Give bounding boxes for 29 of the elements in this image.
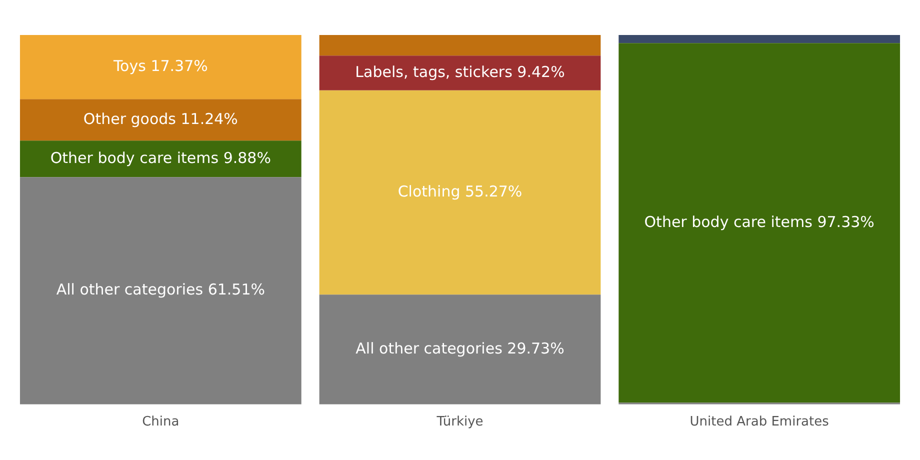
text: Other body care items xyxy=(644,212,812,231)
series-label: Clothing xyxy=(398,182,460,200)
series-label: All other categories xyxy=(56,280,204,299)
series-label: Toys xyxy=(112,56,146,75)
x-tick-label: United Arab Emirates xyxy=(690,414,830,430)
bar xyxy=(319,35,601,56)
data-label: 29.73% xyxy=(507,339,564,358)
bar xyxy=(20,177,302,404)
bar xyxy=(618,35,900,44)
x-tick-label: China xyxy=(142,414,180,430)
data-label: 97.33% xyxy=(817,212,874,231)
bar xyxy=(319,56,601,90)
data-label: 55.27% xyxy=(464,182,522,200)
x-tick-label: Türkiye xyxy=(436,414,484,430)
bar xyxy=(20,99,302,141)
bar xyxy=(20,35,302,100)
series-label: Other goods xyxy=(83,110,176,128)
series-label: Labels, tags, stickers xyxy=(355,62,513,81)
data-label: 61.51% xyxy=(208,280,266,299)
data-label: 17.37% xyxy=(150,56,208,75)
bar xyxy=(618,43,900,403)
bar xyxy=(20,140,302,178)
data-label: 11.24% xyxy=(180,110,238,128)
series-label: Other body care items xyxy=(50,148,219,167)
bar xyxy=(319,90,601,295)
data-label: 9.42% xyxy=(517,62,565,81)
text: All other categories xyxy=(356,339,502,358)
data-label: 9.88% xyxy=(223,148,271,167)
bar xyxy=(319,294,601,404)
